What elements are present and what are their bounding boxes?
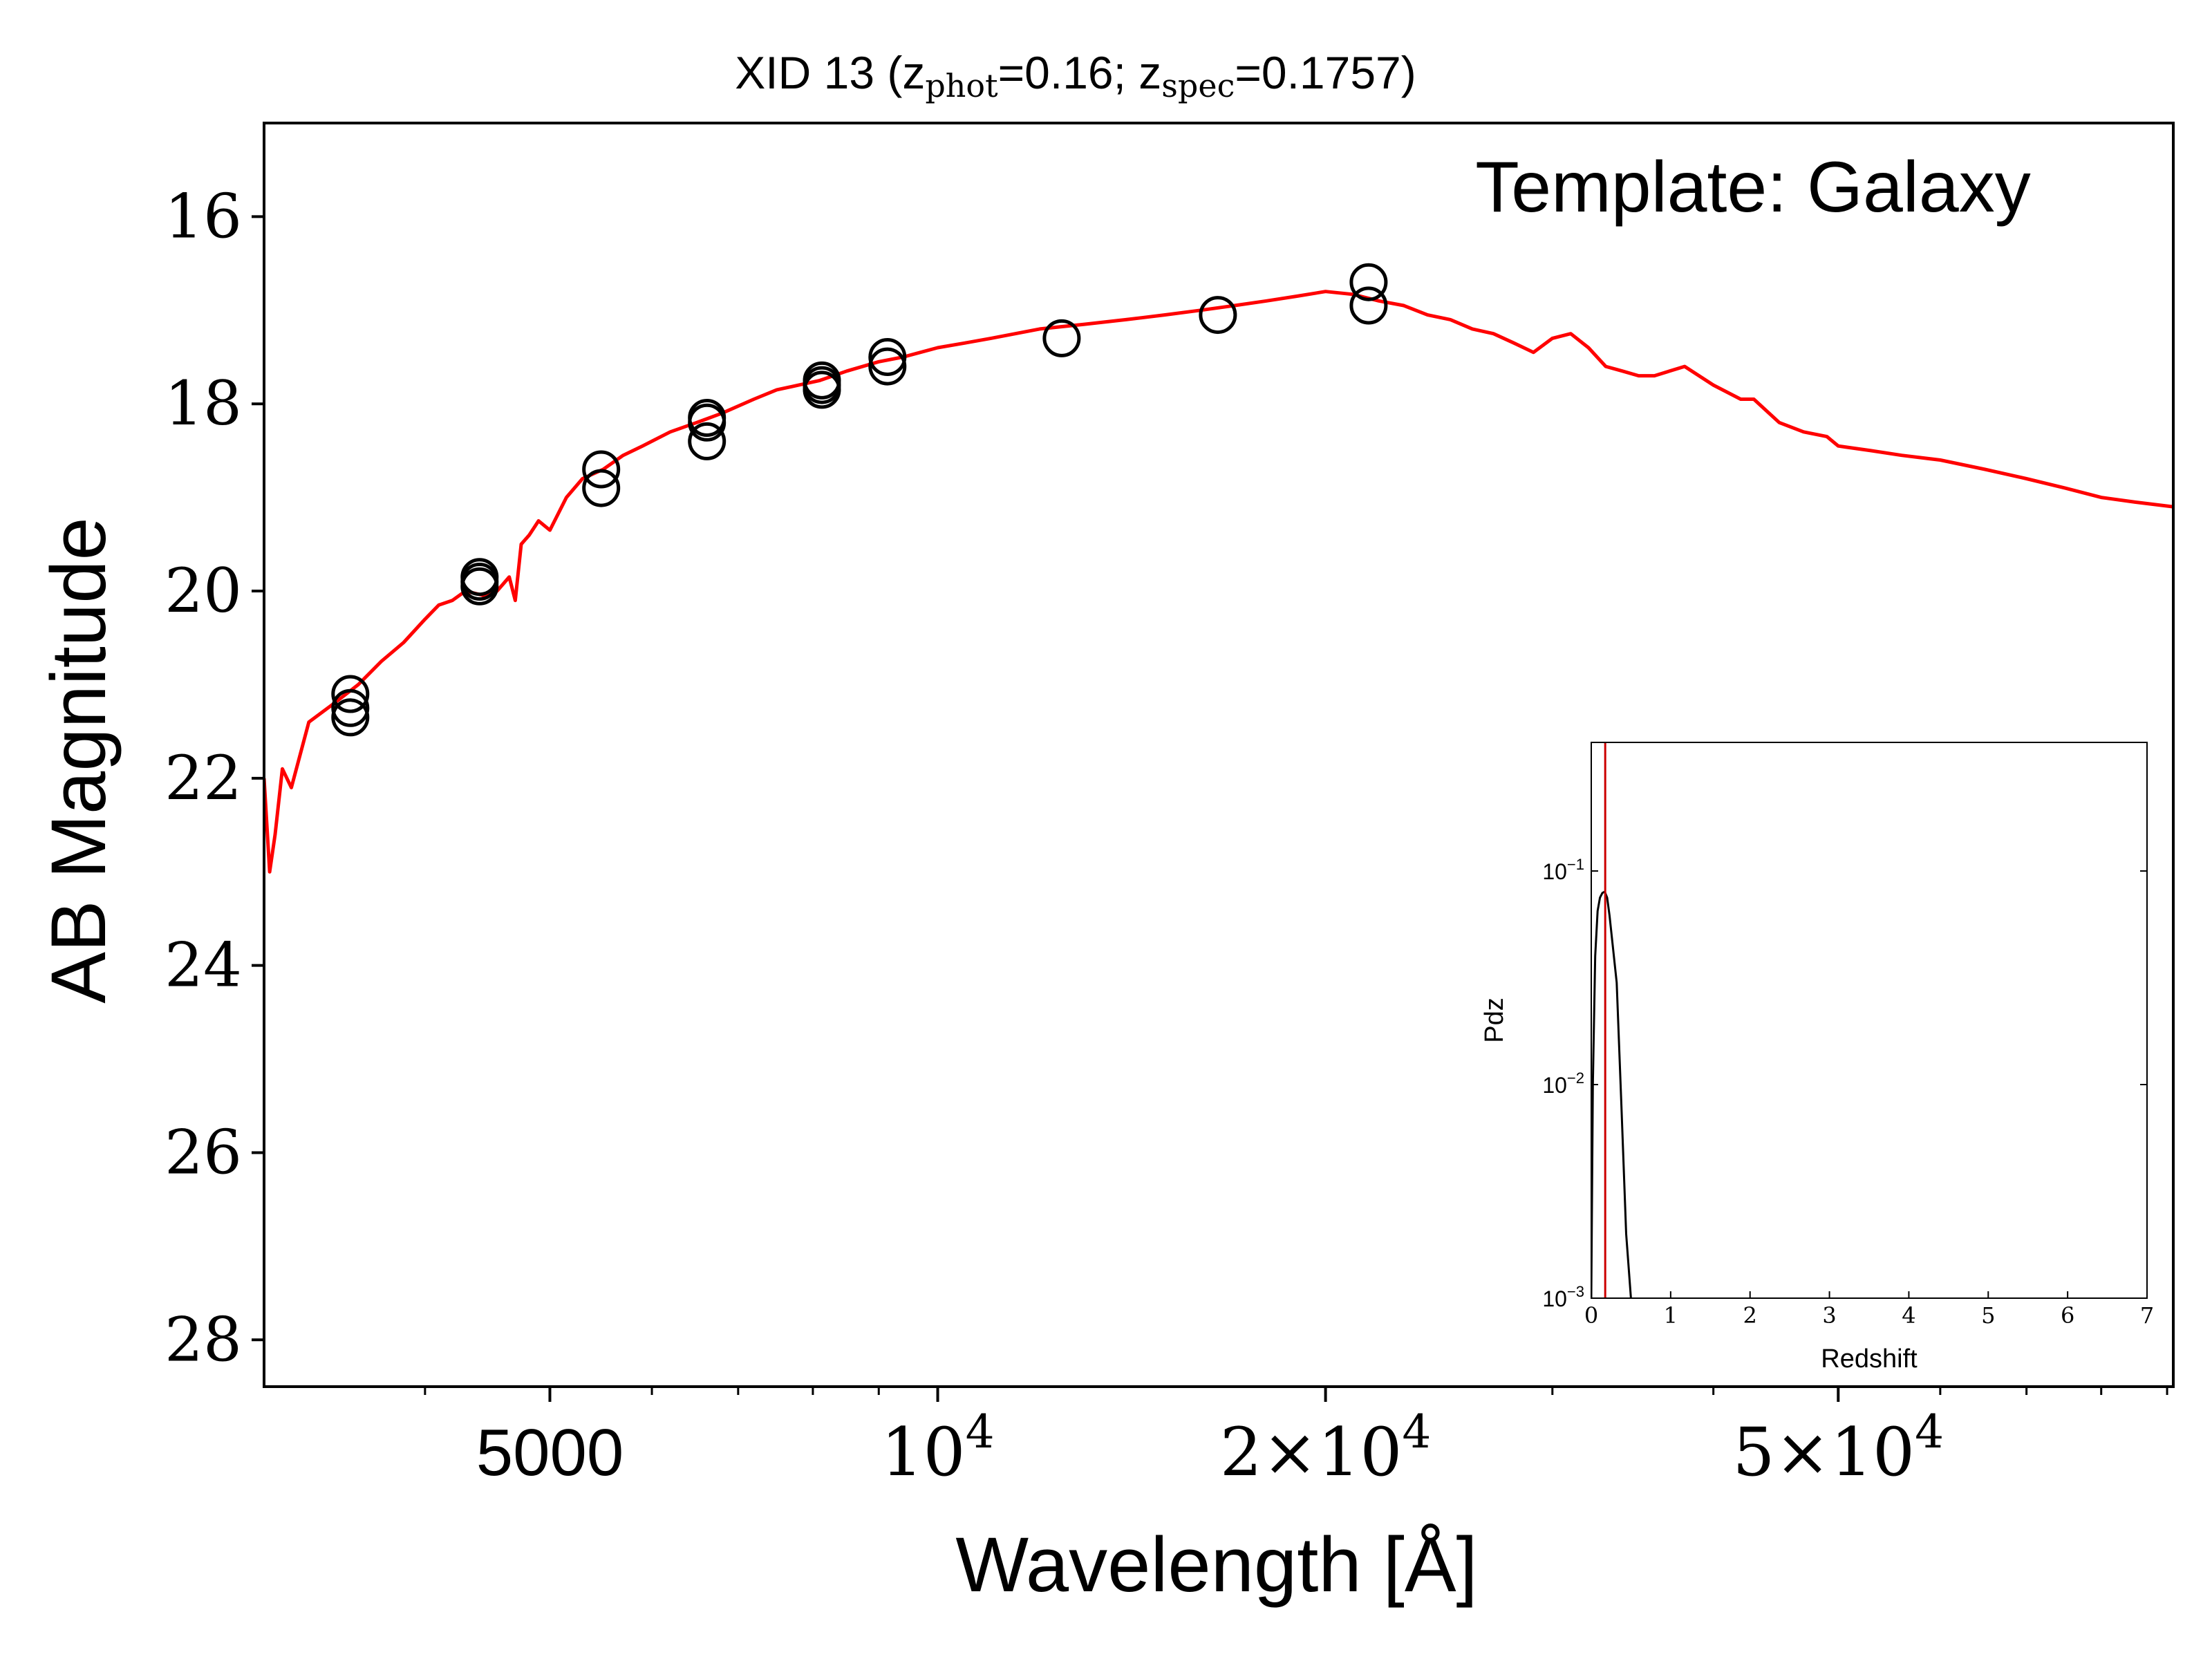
title-suffix: =0.1757) — [1235, 47, 1416, 98]
main-x-axis: 5000 104 2×104 5×104 — [424, 1387, 2168, 1491]
title-prefix: XID 13 (z — [735, 47, 925, 98]
inset-x-tick-label: 1 — [1664, 1302, 1678, 1329]
inset-x-tick-label: 3 — [1822, 1302, 1836, 1329]
chart-title: XID 13 (zphot=0.16; zspec=0.1757) — [735, 47, 1416, 104]
photometry-point — [331, 675, 370, 713]
y-tick-label: 20 — [165, 555, 242, 626]
main-plot-frame — [263, 122, 2175, 1388]
y-tick-label: 18 — [165, 368, 242, 439]
photometry-point — [868, 347, 907, 386]
inset-background — [1470, 738, 2171, 1385]
pdz-inset: 0 1 2 3 4 5 6 7 10−1 10−2 10−3 Redshift Pdz — [1470, 738, 2171, 1385]
inset-frame — [1591, 742, 2148, 1299]
main-series-layer — [264, 263, 2173, 874]
photometry-point — [582, 450, 621, 489]
x-tick-label: 5000 — [476, 1416, 624, 1490]
inset-x-tick-label: 4 — [1902, 1302, 1915, 1329]
inset-x-tick-label: 6 — [2061, 1302, 2074, 1329]
inset-x-tick-label: 0 — [1584, 1302, 1598, 1329]
photometry-point — [688, 403, 727, 442]
photometry-point — [803, 371, 841, 409]
title-sub-phot: phot — [925, 67, 998, 104]
photometry-point — [460, 567, 499, 606]
photometry-point — [868, 338, 907, 376]
photometry-point — [1349, 263, 1388, 301]
inset-y-tick-label: 10−1 — [1542, 856, 1584, 884]
x-axis-label: Wavelength [Å] — [955, 1521, 1477, 1608]
x-tick-label: 2×104 — [1220, 1405, 1432, 1491]
inset-y-label: Pdz — [1480, 997, 1509, 1042]
main-y-axis: 16 18 20 22 24 26 28 — [165, 180, 264, 1375]
title-sub-spec: spec — [1161, 67, 1235, 104]
photometry-point — [688, 422, 727, 460]
inset-series-layer — [1591, 742, 1632, 1298]
inset-x-tick-label: 2 — [1743, 1302, 1757, 1329]
inset-x-axis: 0 1 2 3 4 5 6 7 — [1584, 1291, 2154, 1329]
photometry-point — [582, 469, 621, 507]
inset-y-axis: 10−1 10−2 10−3 — [1542, 856, 2147, 1311]
photometry-point — [1042, 319, 1081, 357]
x-tick-label: 5×104 — [1732, 1405, 1944, 1491]
y-tick-label: 22 — [165, 742, 242, 814]
inset-y-tick-label: 10−3 — [1542, 1283, 1584, 1311]
inset-y-tick-label: 10−2 — [1542, 1069, 1584, 1098]
inset-x-tick-label: 5 — [1981, 1302, 1995, 1329]
photometry-point — [331, 698, 370, 737]
y-tick-label: 28 — [165, 1304, 242, 1375]
inset-x-label: Redshift — [1821, 1344, 1918, 1374]
photometry-point — [331, 688, 370, 727]
y-tick-label: 24 — [165, 930, 242, 1001]
y-tick-label: 16 — [165, 180, 242, 252]
template-annotation: Template: Galaxy — [1475, 147, 2030, 227]
title-mid: =0.16; z — [998, 47, 1162, 98]
y-tick-label: 26 — [165, 1116, 242, 1188]
photometry-point — [1349, 286, 1388, 325]
inset-x-tick-label: 7 — [2140, 1302, 2154, 1329]
photometry-point — [1199, 296, 1237, 335]
y-axis-label: AB Magnitude — [35, 517, 122, 1004]
x-tick-label: 104 — [881, 1405, 994, 1491]
